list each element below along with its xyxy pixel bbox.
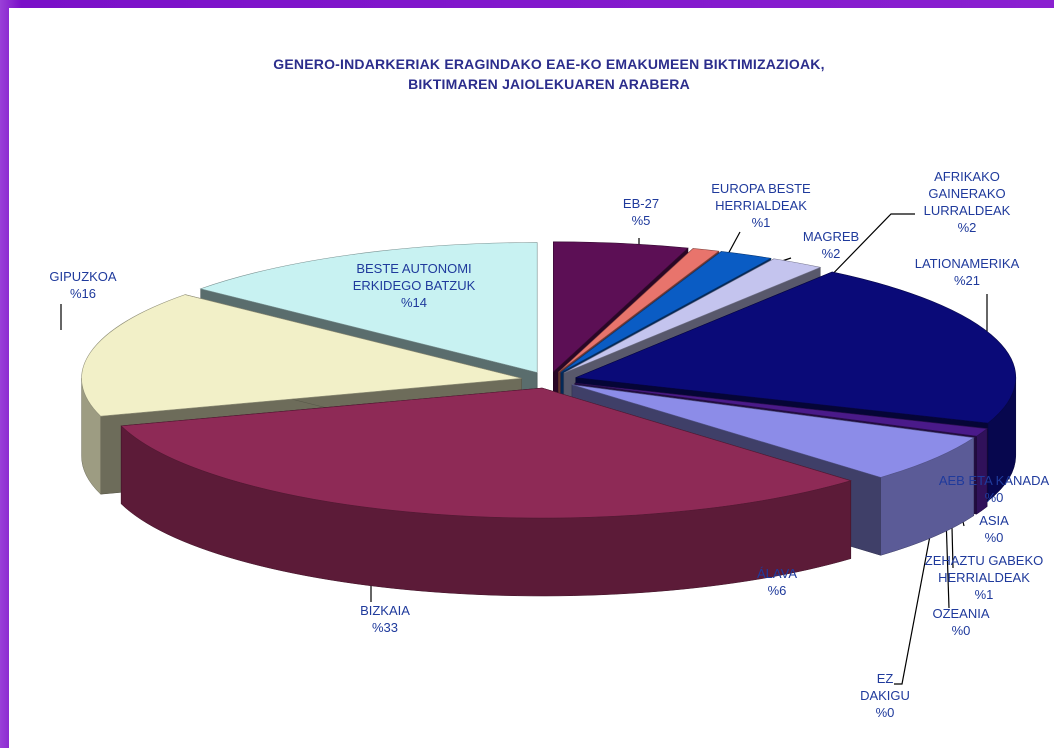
- leader-line: [894, 487, 940, 685]
- value-label: %1: [974, 587, 994, 602]
- category-name: EB-27: [622, 196, 660, 211]
- slice-top: [81, 294, 522, 417]
- category-name: EUROPA BESTE HERRIALDEAK: [711, 181, 811, 213]
- data-label: ASIA %0: [964, 512, 1024, 546]
- slice-top: [563, 258, 822, 374]
- value-label: %33: [371, 620, 399, 635]
- pie: [60, 213, 1017, 685]
- slice-top: [560, 251, 772, 373]
- data-label: MAGREB %2: [791, 228, 871, 262]
- slice-top: [574, 382, 988, 437]
- category-name: EZ DAKIGU: [860, 671, 910, 703]
- value-label: %16: [69, 286, 97, 301]
- data-label: EZ DAKIGU %0: [860, 670, 910, 721]
- leader-line: [726, 231, 741, 257]
- value-label: %21: [953, 273, 981, 288]
- data-label: EUROPA BESTE HERRIALDEAK %1: [706, 180, 816, 231]
- data-label: ZEHAZTU GABEKO HERRIALDEAK %1: [909, 552, 1054, 603]
- data-label: ÁLAVA %6: [747, 565, 807, 599]
- value-label: %0: [984, 490, 1004, 505]
- data-label: BESTE AUTONOMI ERKIDEGO BATZUK %14: [329, 260, 499, 311]
- category-name: GIPUZKOA: [49, 269, 117, 284]
- value-label: %14: [400, 295, 428, 310]
- value-label: %0: [984, 530, 1004, 545]
- category-name: AEB ETA KANADA: [938, 473, 1050, 488]
- value-label: %2: [957, 220, 977, 235]
- slice-top: [120, 387, 852, 519]
- title-line: BIKTIMAREN JAIOLEKUAREN ARABERA: [408, 76, 690, 92]
- value-label: %2: [821, 246, 841, 261]
- slice-top: [558, 248, 720, 373]
- data-label: AFRIKAKO GAINERAKO LURRALDEAK %2: [917, 168, 1017, 236]
- title-line: GENERO-INDARKERIAK ERAGINDAKO EAE-KO EMA…: [273, 56, 825, 72]
- category-name: AFRIKAKO GAINERAKO LURRALDEAK: [923, 169, 1011, 218]
- data-label: BIZKAIA %33: [345, 602, 425, 636]
- slice: [120, 387, 852, 597]
- data-label: OZEANIA %0: [916, 605, 1006, 639]
- slice-top: [575, 271, 1017, 424]
- value-label: %1: [751, 215, 771, 230]
- data-label: AEB ETA KANADA %0: [919, 472, 1054, 506]
- slice-top: [571, 384, 975, 478]
- chart-title: GENERO-INDARKERIAK ERAGINDAKO EAE-KO EMA…: [9, 54, 1054, 94]
- chart-area: GENERO-INDARKERIAK ERAGINDAKO EAE-KO EMA…: [9, 8, 1054, 748]
- category-name: BESTE AUTONOMI ERKIDEGO BATZUK: [352, 261, 476, 293]
- data-label: GIPUZKOA %16: [38, 268, 128, 302]
- value-label: %5: [631, 213, 651, 228]
- slice-top: [553, 241, 689, 373]
- data-label: EB-27 %5: [611, 195, 671, 229]
- category-name: ZEHAZTU GABEKO HERRIALDEAK: [924, 553, 1044, 585]
- category-name: LATIONAMERIKA: [914, 256, 1020, 271]
- value-label: %6: [767, 583, 787, 598]
- value-label: %0: [875, 705, 895, 720]
- leader-line: [820, 213, 915, 287]
- category-name: OZEANIA: [932, 606, 990, 621]
- value-label: %0: [951, 623, 971, 638]
- category-name: ÁLAVA: [757, 566, 797, 581]
- category-name: MAGREB: [802, 229, 860, 244]
- category-name: BIZKAIA: [360, 603, 410, 618]
- category-name: ASIA: [979, 513, 1009, 528]
- data-label: LATIONAMERIKA %21: [912, 255, 1022, 289]
- slice-top: [199, 242, 538, 373]
